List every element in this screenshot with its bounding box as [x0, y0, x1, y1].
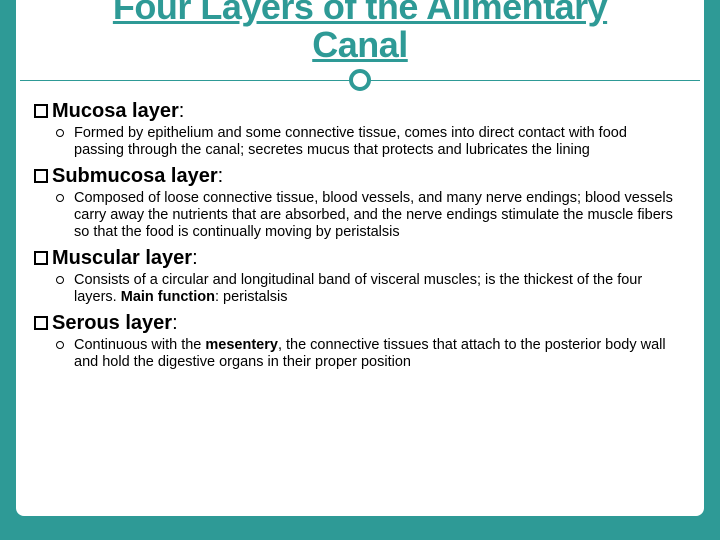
section-body-mucosa: Formed by epithelium and some connective… — [34, 123, 686, 163]
square-bullet-icon — [34, 316, 48, 330]
square-bullet-icon — [34, 104, 48, 118]
heading-rest: : — [218, 165, 224, 187]
title-line-2: Canal — [312, 24, 408, 65]
circle-bullet-icon — [56, 194, 64, 202]
section-heading-muscular: Muscular layer: — [34, 247, 686, 270]
slide-title: Four Layers of the Alimentary Canal — [16, 0, 704, 64]
heading-rest: : — [172, 312, 178, 334]
section-body-serous: Continuous with the mesentery, the conne… — [34, 335, 686, 375]
heading-bold: Submucosa layer — [52, 165, 218, 187]
heading-bold: Serous layer — [52, 312, 172, 334]
body-post: : peristalsis — [215, 289, 288, 305]
title-divider — [16, 66, 704, 94]
square-bullet-icon — [34, 169, 48, 183]
divider-circle-icon — [349, 69, 371, 91]
heading-rest: : — [192, 247, 198, 269]
body-bold: Main function — [121, 289, 215, 305]
section-body-submucosa: Composed of loose connective tissue, blo… — [34, 188, 686, 245]
square-bullet-icon — [34, 251, 48, 265]
section-heading-serous: Serous layer: — [34, 312, 686, 335]
body-text: Formed by epithelium and some connective… — [74, 125, 627, 158]
section-body-muscular: Consists of a circular and longitudinal … — [34, 270, 686, 310]
body-bold: mesentery — [205, 337, 278, 353]
content-card: Four Layers of the Alimentary Canal Muco… — [16, 0, 704, 516]
section-heading-submucosa: Submucosa layer: — [34, 165, 686, 188]
circle-bullet-icon — [56, 276, 64, 284]
circle-bullet-icon — [56, 129, 64, 137]
content-area: Mucosa layer: Formed by epithelium and s… — [16, 100, 704, 384]
body-pre: Continuous with the — [74, 337, 205, 353]
heading-bold: Mucosa layer — [52, 100, 179, 122]
heading-rest: : — [179, 100, 185, 122]
body-text: Composed of loose connective tissue, blo… — [74, 190, 673, 240]
section-heading-mucosa: Mucosa layer: — [34, 100, 686, 123]
heading-bold: Muscular layer — [52, 247, 192, 269]
circle-bullet-icon — [56, 341, 64, 349]
